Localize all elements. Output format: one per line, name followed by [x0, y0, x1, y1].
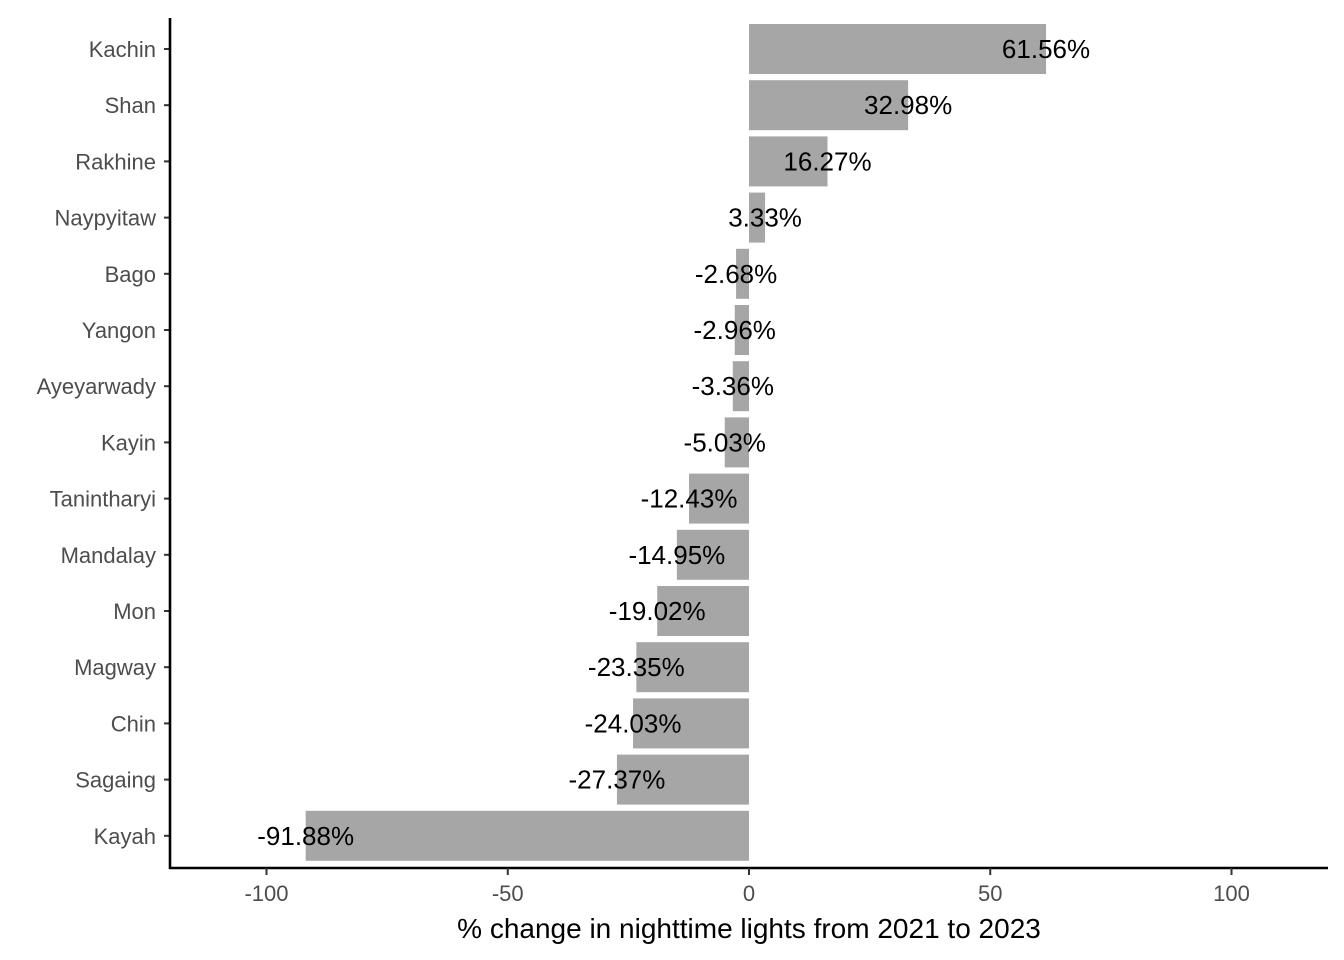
data-label: 3.33%: [728, 203, 802, 233]
bar: [636, 642, 749, 693]
data-label: -14.95%: [628, 540, 725, 570]
y-tick-label: Naypyitaw: [55, 206, 157, 231]
y-tick-label: Magway: [74, 655, 156, 680]
y-tick-label: Chin: [111, 711, 156, 736]
y-tick-label: Tanintharyi: [50, 487, 156, 512]
data-label: 61.56%: [1002, 34, 1090, 64]
y-tick-label: Kayin: [101, 430, 156, 455]
data-label: -91.88%: [257, 821, 354, 851]
y-tick-label: Yangon: [82, 318, 156, 343]
bar: [732, 361, 749, 412]
y-tick-label: Kayah: [94, 824, 156, 849]
x-axis-title: % change in nighttime lights from 2021 t…: [457, 913, 1041, 944]
y-tick-label: Sagaing: [75, 768, 156, 793]
bar: [749, 24, 1047, 74]
data-label: -19.02%: [609, 596, 706, 626]
data-label: -23.35%: [588, 652, 685, 682]
x-tick-label: -50: [492, 881, 524, 906]
data-label: 32.98%: [864, 90, 952, 120]
data-label: -3.36%: [692, 371, 774, 401]
data-label: -12.43%: [641, 484, 738, 514]
data-label: -2.96%: [694, 315, 776, 345]
data-labels-group: 61.56% 32.98% 16.27% 3.33% -2.68% -2.96% -3.36…: [257, 34, 1090, 851]
bar: [305, 810, 749, 861]
data-label: -24.03%: [585, 708, 682, 738]
bar: [734, 305, 749, 355]
bar: [736, 248, 749, 299]
bar: [657, 586, 749, 636]
x-tick-label: 50: [978, 881, 1002, 906]
data-label: -27.37%: [569, 765, 666, 795]
bar: [676, 529, 749, 580]
y-tick-label: Shan: [105, 93, 156, 118]
bar: [749, 192, 766, 243]
bar: [633, 698, 749, 749]
data-label: 16.27%: [783, 146, 871, 176]
data-label: -2.68%: [695, 259, 777, 289]
x-tick-label: -100: [244, 881, 288, 906]
bar: [724, 417, 749, 468]
y-tick-label: Rakhine: [75, 149, 156, 174]
data-label: -5.03%: [684, 427, 766, 457]
y-tick-label: Ayeyarwady: [37, 374, 156, 399]
y-tick-label: Mandalay: [61, 543, 156, 568]
y-tick-label: Bago: [105, 262, 156, 287]
y-tick-label: Kachin: [89, 37, 156, 62]
y-tick-label: Mon: [113, 599, 156, 624]
bar: [616, 754, 749, 805]
y-axis: Kachin Shan Rakhine Naypyitaw Bago Yangon Ayey…: [37, 18, 172, 869]
bar: [749, 80, 909, 131]
bar: [689, 473, 749, 524]
x-tick-label: 0: [743, 881, 755, 906]
x-tick-label: 100: [1213, 881, 1250, 906]
x-axis: -100 -50 0 50 100: [169, 866, 1328, 906]
bars-group: [305, 24, 1047, 861]
bar: [749, 136, 828, 187]
